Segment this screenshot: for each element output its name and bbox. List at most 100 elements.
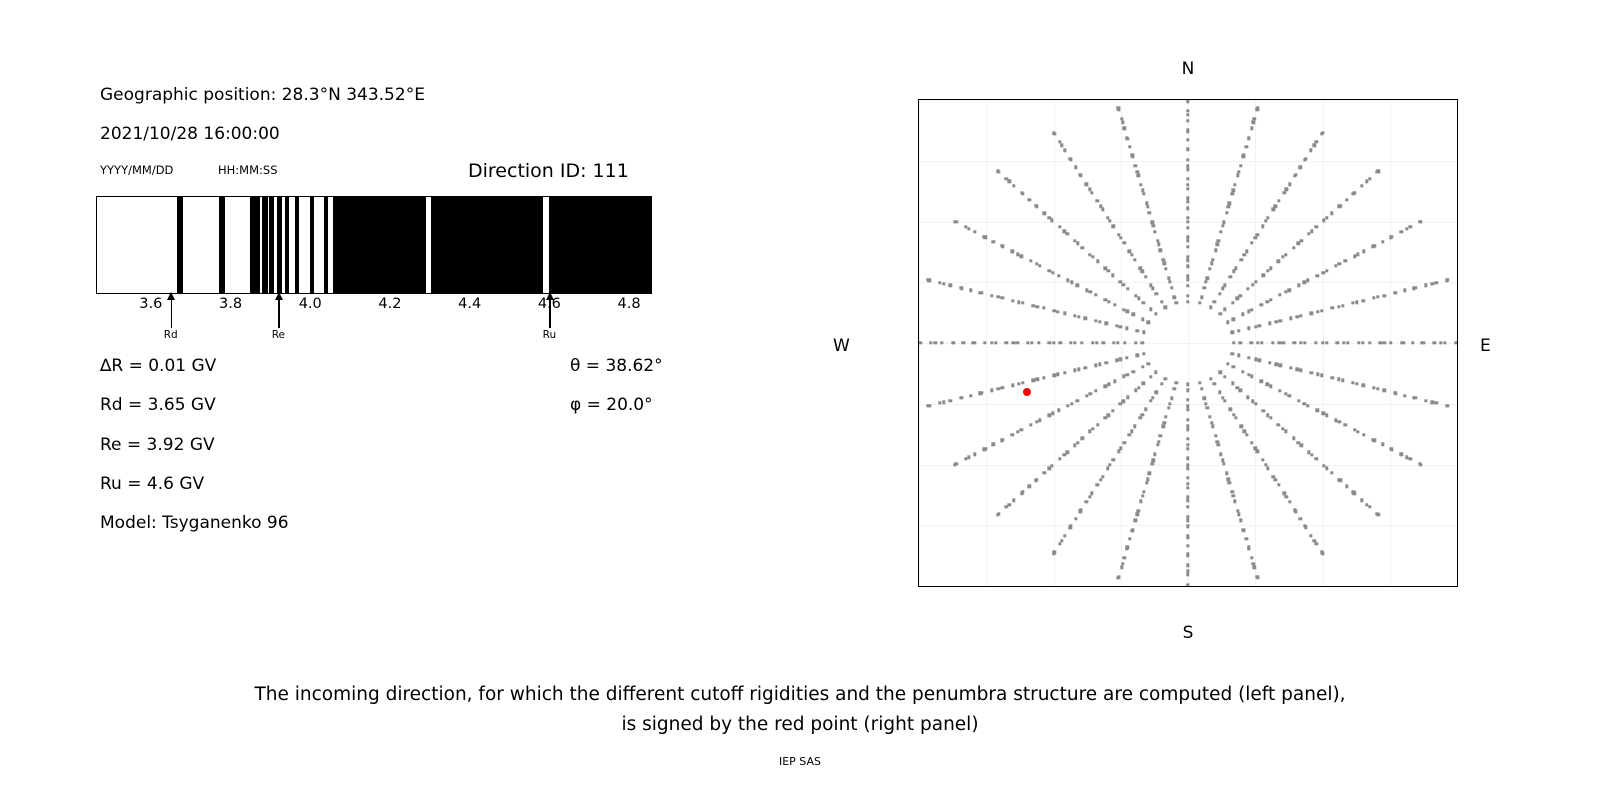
- direction-grid-point: [1158, 434, 1163, 438]
- direction-grid-point: [1114, 358, 1119, 362]
- direction-grid-point: [1226, 477, 1231, 481]
- direction-grid-point: [1226, 205, 1231, 209]
- direction-grid-point: [1127, 249, 1132, 254]
- direction-grid-point: [1296, 440, 1301, 445]
- direction-grid-point: [1274, 319, 1279, 324]
- direction-grid-point: [1361, 298, 1366, 303]
- direction-grid-point: [1224, 471, 1229, 475]
- direction-grid-point: [1016, 252, 1020, 256]
- direction-grid-point: [1246, 395, 1250, 399]
- direction-grid-point: [933, 341, 937, 345]
- penumbra-forbidden-band: [310, 197, 315, 293]
- direction-grid-point: [1026, 341, 1030, 345]
- direction-grid-point: [1133, 294, 1138, 298]
- direction-grid-point: [1047, 341, 1052, 345]
- direction-grid-point: [1316, 372, 1320, 377]
- direction-grid-point: [1141, 300, 1145, 305]
- direction-grid-point: [1390, 447, 1394, 452]
- direction-grid-point: [1413, 286, 1418, 290]
- direction-grid-point: [1281, 341, 1286, 345]
- direction-grid-point: [1186, 278, 1190, 282]
- direction-grid-point: [1160, 382, 1164, 386]
- direction-grid-point: [1186, 167, 1190, 171]
- direction-grid-point: [1029, 259, 1033, 263]
- x-axis-tick-mark: [1390, 99, 1391, 100]
- direction-grid-point: [1186, 219, 1190, 224]
- direction-grid-point: [1390, 234, 1394, 239]
- direction-grid-point: [1004, 505, 1009, 509]
- direction-grid-point: [1136, 173, 1140, 177]
- direction-grid-point: [1186, 569, 1190, 574]
- direction-grid-point: [997, 170, 1001, 174]
- direction-grid-point: [1133, 341, 1138, 345]
- direction-grid-point: [1330, 306, 1334, 310]
- direction-grid-point: [1256, 341, 1260, 345]
- direction-grid-point: [1296, 283, 1301, 287]
- direction-grid-point: [1236, 509, 1240, 513]
- direction-grid-point: [1056, 309, 1060, 314]
- direction-grid-point: [1095, 483, 1099, 487]
- direction-grid-point: [1135, 512, 1139, 517]
- direction-grid-point: [1199, 295, 1204, 299]
- direction-grid-point: [1242, 429, 1247, 434]
- direction-grid-point: [1042, 306, 1046, 310]
- direction-grid-point: [1069, 341, 1073, 345]
- direction-grid-point: [1114, 324, 1119, 328]
- direction-grid-point: [1250, 399, 1255, 404]
- direction-grid-point: [1277, 483, 1281, 487]
- direction-grid-point: [1375, 295, 1380, 299]
- direction-grid-point: [1357, 341, 1361, 345]
- direction-grid-point: [938, 281, 942, 285]
- direction-grid-point: [1250, 126, 1254, 130]
- penumbra-forbidden-band: [548, 197, 651, 293]
- direction-grid-point: [1186, 427, 1190, 431]
- direction-grid-point: [1232, 341, 1236, 345]
- direction-grid-point: [1161, 257, 1165, 262]
- direction-grid-point: [1133, 424, 1137, 428]
- direction-grid-point: [1103, 298, 1107, 302]
- y-axis-tick-mark: [918, 282, 919, 283]
- gridline-horizontal: [919, 403, 1457, 405]
- direction-grid-point: [1198, 301, 1202, 305]
- direction-grid-point: [1125, 546, 1129, 551]
- direction-grid-point: [1073, 341, 1077, 345]
- direction-grid-point: [1337, 420, 1342, 424]
- direction-grid-point: [1293, 173, 1297, 178]
- rd-value: Rd = 3.65 GV: [100, 395, 216, 415]
- direction-grid-point: [963, 457, 968, 461]
- direction-grid-point: [1389, 341, 1393, 345]
- direction-grid-point: [1225, 361, 1230, 366]
- direction-grid-point: [1140, 412, 1144, 417]
- direction-grid-point: [1231, 188, 1235, 193]
- direction-grid-point: [1277, 341, 1282, 345]
- y-axis-tick-mark: [918, 404, 919, 405]
- direction-grid-point: [1271, 474, 1276, 479]
- direction-grid-point: [1142, 351, 1146, 356]
- gridline-vertical: [1457, 100, 1458, 586]
- direction-grid-point: [1073, 517, 1078, 521]
- direction-grid-point: [1186, 245, 1190, 249]
- direction-grid-point: [1244, 145, 1248, 149]
- direction-grid-point: [1378, 341, 1383, 345]
- direction-grid-point: [1151, 223, 1155, 228]
- direction-grid-point: [973, 230, 977, 234]
- direction-grid-point: [1430, 282, 1434, 286]
- direction-grid-point: [1019, 254, 1024, 258]
- direction-grid-point: [1343, 423, 1347, 427]
- direction-grid-point: [1186, 112, 1190, 117]
- direction-grid-point: [1073, 368, 1077, 373]
- direction-grid-point: [1259, 379, 1264, 383]
- direction-grid-point: [1000, 296, 1004, 300]
- direction-grid-point: [1079, 508, 1083, 512]
- direction-grid-point: [1251, 561, 1256, 566]
- direction-grid-point: [1372, 386, 1376, 390]
- direction-grid-point: [1247, 356, 1251, 360]
- direction-grid-point: [1051, 270, 1055, 275]
- direction-grid-point: [1133, 164, 1138, 168]
- direction-grid-point: [1068, 157, 1073, 161]
- direction-grid-point: [1029, 423, 1033, 427]
- direction-grid-point: [1287, 394, 1292, 398]
- direction-grid-point: [1186, 255, 1190, 259]
- direction-grid-point: [1250, 556, 1254, 560]
